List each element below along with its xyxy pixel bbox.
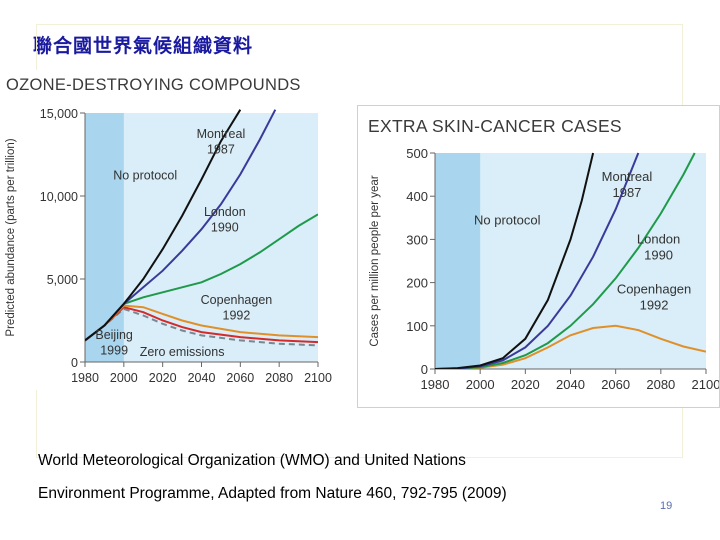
- series-annotation: London: [204, 205, 246, 219]
- chart-title: OZONE-DESTROYING COMPOUNDS: [6, 76, 301, 94]
- caption-line-1: World Meteorological Organization (WMO) …: [38, 452, 466, 469]
- series-annotation: Montreal: [602, 169, 653, 184]
- series-annotation: 1992: [640, 297, 669, 312]
- y-tick-label: 500: [406, 146, 428, 161]
- series-annotation: 1987: [207, 142, 235, 156]
- y-tick-label: 0: [421, 362, 428, 377]
- ozone-chart: OZONE-DESTROYING COMPOUNDS 0 5,000 10,000 15…: [0, 70, 360, 390]
- series-annotation: No protocol: [113, 168, 177, 182]
- series-line-no-protocol: [85, 109, 242, 342]
- x-tick-label: 2100: [304, 371, 332, 385]
- series-annotation: 1992: [223, 308, 251, 322]
- series-line-zero-emissions: [85, 307, 318, 347]
- y-tick-label: 15,000: [40, 107, 78, 121]
- x-tick-label: 2080: [265, 371, 293, 385]
- y-tick-label: 300: [406, 232, 428, 247]
- series-group: [435, 152, 706, 369]
- series-annotation: 1990: [644, 248, 673, 263]
- series-annotation: Beijing: [95, 328, 133, 342]
- series-annotation: Copenhagen: [201, 293, 273, 307]
- y-tick-label: 5,000: [47, 273, 78, 287]
- series-annotation: Zero emissions: [140, 345, 225, 359]
- series-line-no-protocol: [435, 152, 595, 369]
- skin-cancer-chart: EXTRA SKIN-CANCER CASES 0 100 200 300 400 500 1…: [357, 105, 720, 408]
- slide-title: 聯合國世界氣候組織資料: [33, 35, 254, 57]
- series-annotation: No protocol: [474, 212, 541, 227]
- series-annotation: London: [637, 232, 680, 247]
- y-tick-label: 0: [71, 356, 78, 370]
- x-tick-label: 2060: [226, 371, 254, 385]
- x-tick-label: 2040: [188, 371, 216, 385]
- y-tick-label: 10,000: [40, 190, 78, 204]
- historical-shaded-region: [435, 153, 481, 369]
- series-annotation: 1987: [612, 185, 641, 200]
- series-annotation: 1999: [100, 343, 128, 357]
- x-tick-label: 2000: [110, 371, 138, 385]
- historical-shaded-region: [85, 113, 124, 362]
- x-tick-label: 1980: [421, 377, 450, 392]
- plot-background: [85, 113, 318, 362]
- x-tick-label: 1980: [71, 371, 99, 385]
- series-annotation: Montreal: [197, 127, 246, 141]
- y-axis-label: Predicted abundance (parts per trillion): [5, 138, 17, 336]
- y-axis-label: Cases per million people per year: [369, 175, 381, 346]
- y-tick-label: 200: [406, 276, 428, 291]
- x-tick-label: 2040: [556, 377, 585, 392]
- page-number: 19: [660, 500, 673, 512]
- x-tick-label: 2020: [149, 371, 177, 385]
- chart-title: EXTRA SKIN-CANCER CASES: [368, 116, 622, 136]
- x-tick-label: 2100: [692, 377, 719, 392]
- x-tick-label: 2060: [601, 377, 630, 392]
- series-annotation: 1990: [211, 220, 239, 234]
- series-group: [85, 109, 318, 347]
- x-tick-label: 2020: [511, 377, 540, 392]
- x-tick-label: 2000: [466, 377, 495, 392]
- x-tick-label: 2080: [646, 377, 675, 392]
- y-tick-label: 100: [406, 319, 428, 334]
- caption-line-2: Environment Programme, Adapted from Natu…: [38, 485, 507, 502]
- series-annotation: Copenhagen: [617, 281, 691, 296]
- y-tick-label: 400: [406, 189, 428, 204]
